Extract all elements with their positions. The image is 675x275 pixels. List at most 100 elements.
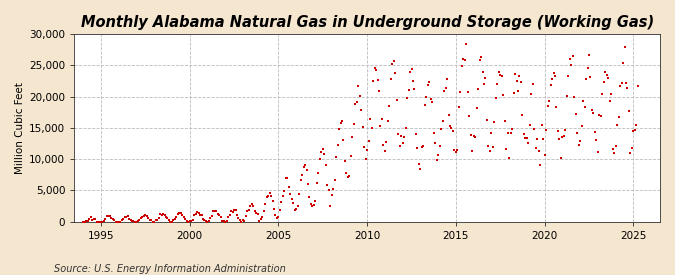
- Point: [205, 216, 216, 221]
- Point: [116, 218, 127, 222]
- Point: [564, 57, 575, 62]
- Point: [520, 135, 531, 140]
- Point: [280, 176, 291, 180]
- Point: [430, 140, 441, 145]
- Point: [136, 215, 146, 220]
- Point: [199, 218, 210, 222]
- Point: [392, 98, 402, 103]
- Point: [321, 163, 331, 168]
- Point: [317, 147, 328, 152]
- Point: [609, 150, 620, 155]
- Point: [96, 219, 107, 224]
- Point: [588, 110, 599, 115]
- Point: [363, 139, 374, 144]
- Point: [97, 219, 108, 224]
- Point: [193, 211, 204, 215]
- Point: [105, 214, 115, 219]
- Point: [235, 218, 246, 222]
- Point: [476, 54, 487, 59]
- Point: [523, 141, 534, 145]
- Point: [423, 82, 433, 87]
- Point: [259, 208, 269, 213]
- Point: [529, 126, 540, 131]
- Point: [545, 82, 556, 87]
- Point: [630, 128, 641, 133]
- Point: [288, 201, 298, 205]
- Point: [168, 218, 179, 223]
- Point: [319, 151, 329, 156]
- Point: [302, 182, 313, 186]
- Point: [198, 217, 209, 221]
- Point: [435, 127, 446, 131]
- Point: [337, 119, 348, 123]
- Point: [557, 135, 568, 139]
- Point: [474, 58, 485, 63]
- Point: [125, 218, 136, 222]
- Point: [342, 175, 353, 180]
- Point: [82, 219, 93, 223]
- Point: [249, 209, 260, 213]
- Point: [350, 102, 360, 106]
- Point: [295, 178, 306, 182]
- Point: [408, 79, 418, 84]
- Point: [307, 204, 318, 208]
- Point: [578, 98, 589, 103]
- Point: [329, 178, 340, 182]
- Point: [187, 218, 198, 222]
- Point: [597, 92, 608, 96]
- Point: [238, 218, 248, 222]
- Point: [292, 204, 303, 208]
- Point: [512, 89, 523, 93]
- Point: [146, 218, 157, 222]
- Point: [433, 153, 443, 157]
- Point: [276, 200, 287, 205]
- Point: [91, 219, 102, 224]
- Point: [167, 219, 178, 224]
- Point: [452, 147, 463, 152]
- Point: [316, 149, 327, 154]
- Point: [425, 97, 436, 101]
- Text: Source: U.S. Energy Information Administration: Source: U.S. Energy Information Administ…: [54, 264, 286, 274]
- Point: [582, 65, 593, 70]
- Point: [315, 157, 325, 161]
- Point: [608, 147, 618, 152]
- Point: [622, 86, 633, 90]
- Point: [456, 64, 467, 68]
- Point: [132, 219, 143, 223]
- Point: [194, 212, 205, 217]
- Point: [251, 211, 262, 216]
- Point: [121, 214, 132, 219]
- Point: [399, 134, 410, 139]
- Point: [158, 212, 169, 216]
- Point: [310, 199, 321, 203]
- Point: [574, 139, 585, 143]
- Point: [593, 150, 603, 154]
- Point: [182, 218, 192, 223]
- Point: [535, 163, 545, 167]
- Point: [233, 215, 244, 220]
- Point: [277, 194, 288, 198]
- Point: [445, 123, 456, 128]
- Point: [313, 171, 324, 175]
- Point: [163, 218, 174, 222]
- Point: [244, 207, 254, 212]
- Point: [560, 128, 571, 132]
- Point: [568, 54, 578, 59]
- Point: [332, 143, 343, 147]
- Point: [223, 215, 234, 219]
- Point: [612, 123, 622, 127]
- Point: [242, 208, 252, 213]
- Point: [86, 217, 97, 222]
- Point: [138, 214, 149, 218]
- Point: [477, 70, 488, 74]
- Point: [85, 215, 96, 219]
- Point: [255, 217, 266, 221]
- Point: [148, 219, 159, 224]
- Point: [613, 115, 624, 119]
- Point: [291, 207, 302, 211]
- Point: [99, 219, 109, 223]
- Point: [159, 212, 170, 217]
- Point: [279, 189, 290, 193]
- Point: [434, 143, 445, 148]
- Point: [119, 215, 130, 219]
